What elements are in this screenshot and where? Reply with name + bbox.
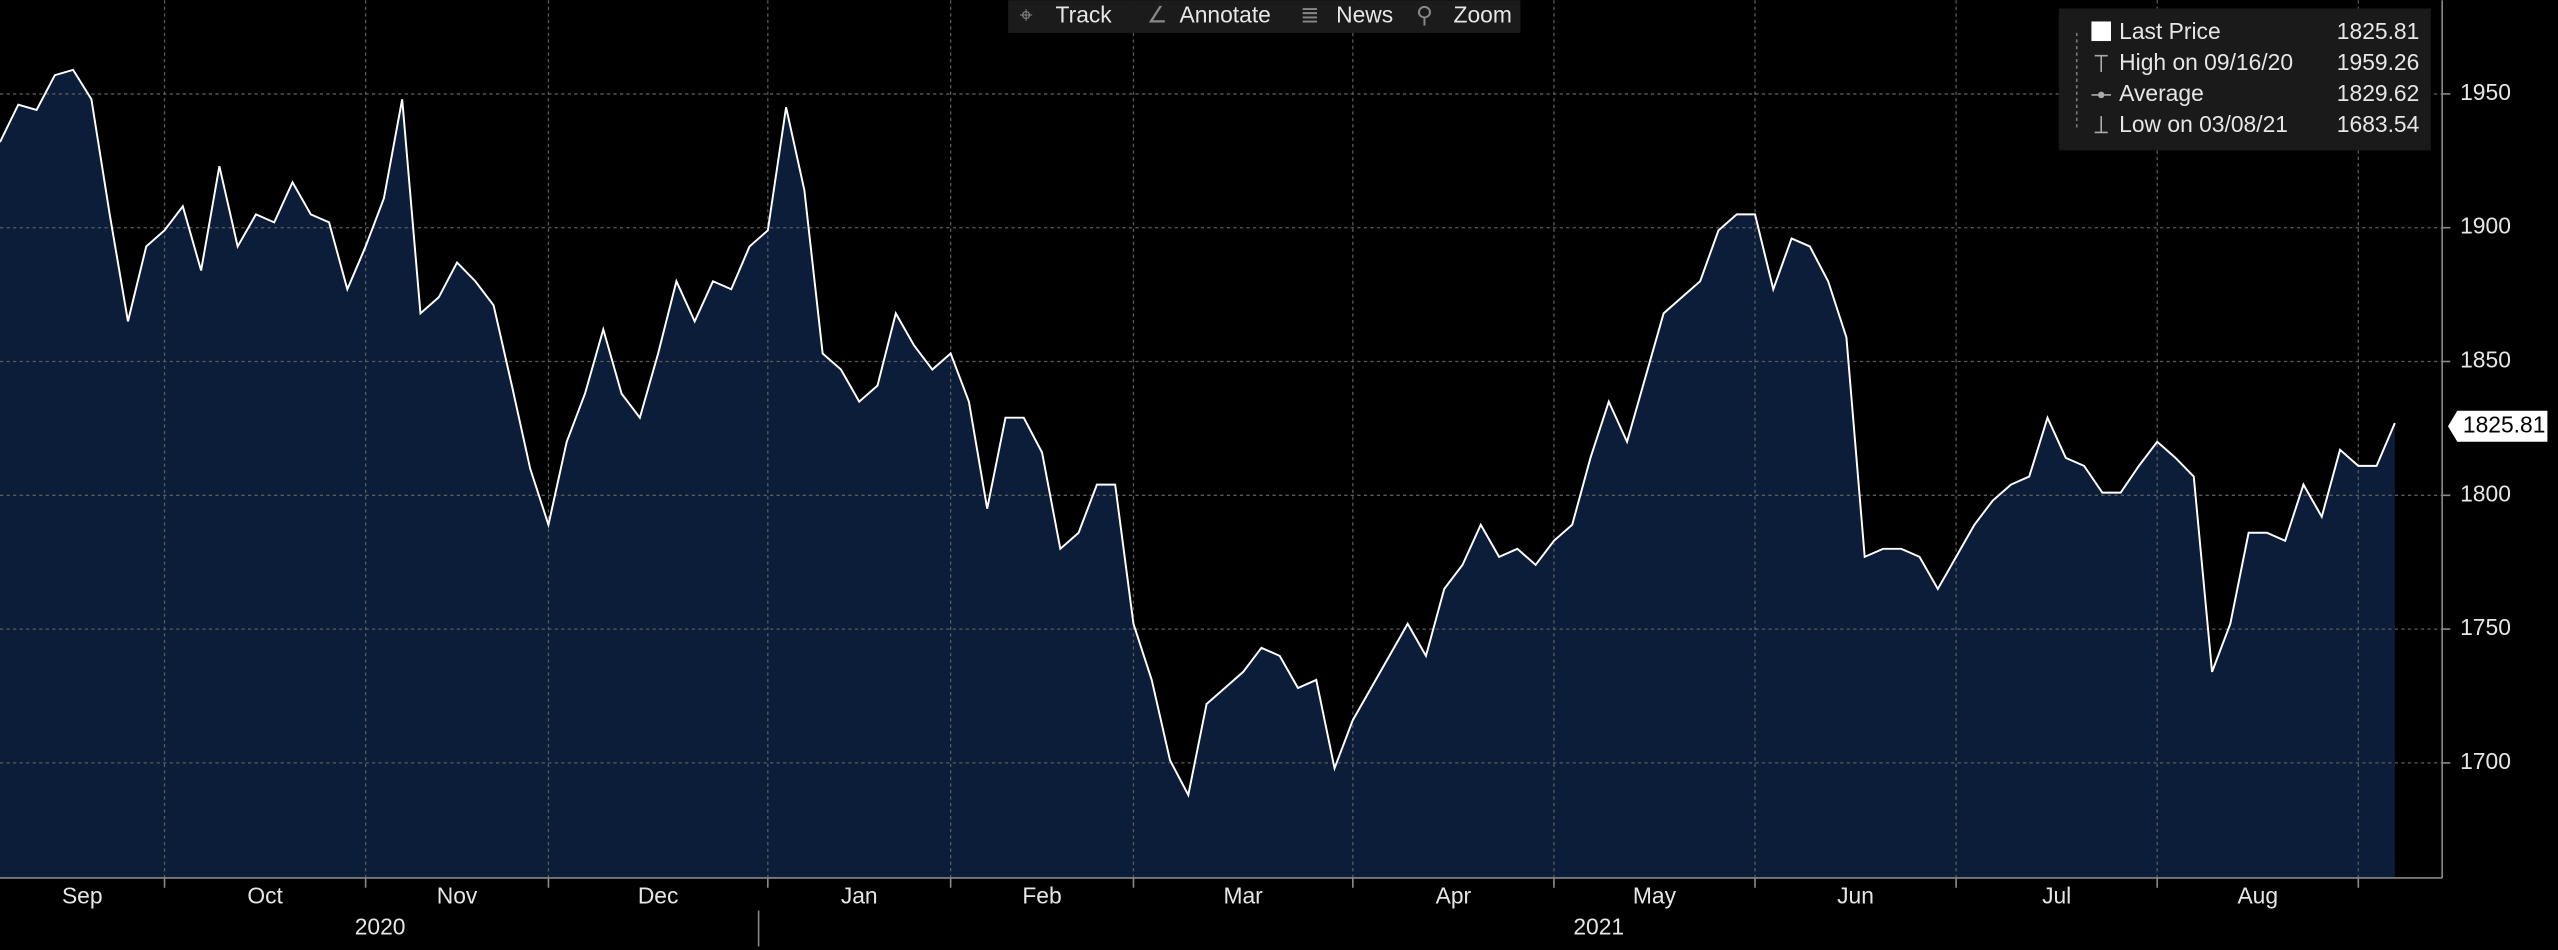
legend-name: Last Price [2119,18,2221,44]
x-tick-label: May [1633,883,1677,909]
x-tick-label: Feb [1022,883,1061,909]
last-price-label: 1825.81 [2463,411,2546,437]
x-tick-label: Nov [437,883,478,909]
legend [2058,8,2431,151]
toolbar-label[interactable]: Annotate [1179,2,1270,28]
legend-name: Low on 03/08/21 [2119,111,2288,137]
track-icon: ⌖ [1020,2,1033,28]
legend-name: High on 09/16/20 [2119,49,2293,75]
news-icon: ≣ [1300,2,1319,28]
last-price-tag [2446,409,2550,444]
zoom-icon: ⚲ [1416,2,1433,28]
toolbar-label[interactable]: Track [1056,2,1113,28]
y-tick-label: 1900 [2460,213,2511,239]
toolbar: ⌖ Track ∠ Annotate ≣ News ⚲ Zoom [1008,0,1521,33]
legend-value: 1683.54 [2337,111,2420,137]
legend-value: 1959.26 [2337,49,2420,75]
y-tick-label: 1700 [2460,748,2511,774]
legend-bg [2058,8,2431,151]
x-tick-label: Aug [2237,883,2278,909]
plot-area [0,0,2443,878]
high-icon [2094,54,2108,73]
annotate-icon: ∠ [1147,2,1167,28]
y-tick-label: 1750 [2460,614,2511,640]
legend-swatch [2091,21,2112,42]
y-tick-label: 1800 [2460,480,2511,506]
x-tick-label: Apr [1436,883,1472,909]
price-line [0,68,2396,798]
y-tick-label: 1950 [2460,79,2511,105]
average-icon [2097,91,2105,99]
y-tick-label: 1850 [2460,347,2511,373]
zoom-button[interactable]: ⚲ Zoom [1416,2,1512,28]
low-icon [2094,116,2108,134]
x-tick-label: Jul [2042,883,2071,909]
x-tick-label: Sep [62,883,103,909]
news-button[interactable]: ≣ News [1300,2,1393,28]
toolbar-bg [1008,0,1521,33]
toolbar-label[interactable]: Zoom [1454,2,1512,28]
legend-value: 1825.81 [2337,18,2420,44]
annotate-button[interactable]: ∠ Annotate [1147,2,1271,28]
x-tick-label: Oct [247,883,283,909]
year-label: 2021 [1573,914,1624,940]
x-tick-label: Jun [1837,883,1874,909]
x-tick-label: Jan [841,883,878,909]
toolbar-label[interactable]: News [1336,2,1393,28]
legend-value: 1829.62 [2337,80,2420,106]
track-button[interactable]: ⌖ Track [1020,2,1113,28]
x-tick-label: Dec [638,883,679,909]
area [0,69,2395,878]
year-label: 2020 [355,914,406,940]
x-tick-label: Mar [1223,883,1263,909]
legend-name: Average [2119,80,2204,106]
